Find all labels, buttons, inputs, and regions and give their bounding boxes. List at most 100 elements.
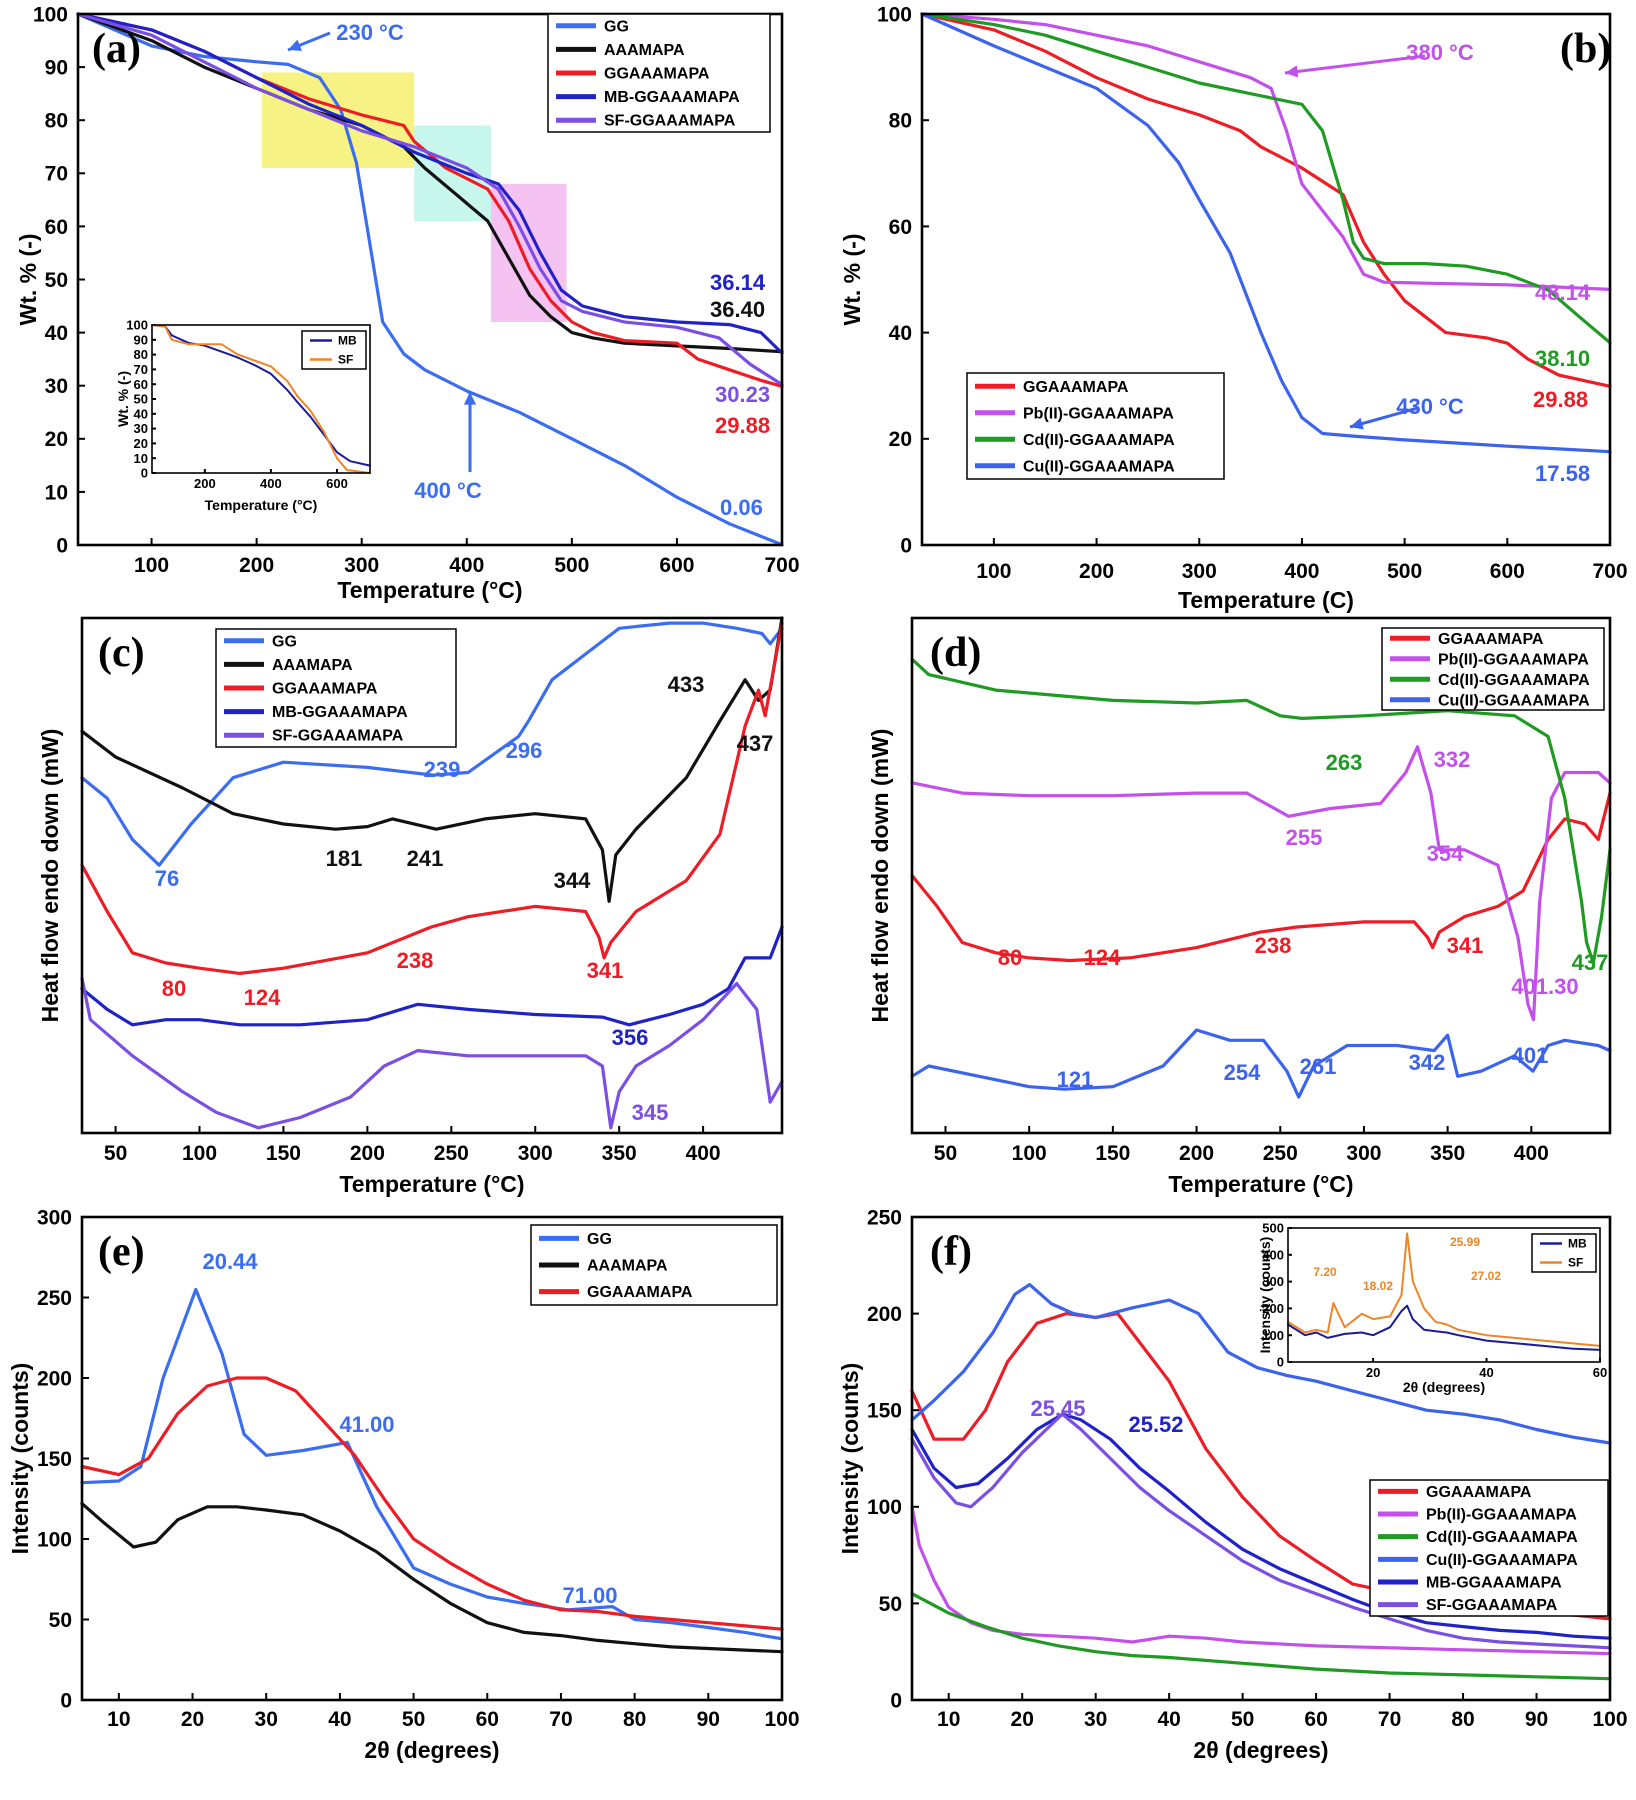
y-axis-title: Heat flow endo down (mW) (867, 729, 893, 1023)
y-axis-title: Intensity (counts) (7, 1363, 33, 1555)
x-tick-label: 100 (764, 1708, 799, 1731)
legend (301, 330, 367, 370)
series-line-gg (80, 1287, 784, 1641)
legend-label: GGAAAMAPA (604, 66, 710, 83)
y-tick-label: 200 (867, 1303, 902, 1326)
series-line-mb (1287, 1304, 1601, 1351)
inset-annotation-label: 25.99 (1450, 1235, 1480, 1249)
x-tick-label: 200 (194, 476, 216, 491)
y-axis-title: Heat flow endo down (mW) (37, 729, 63, 1023)
series-line-gg (80, 621, 784, 867)
y-tick-label: 100 (877, 3, 912, 26)
y-tick-label: 60 (134, 377, 148, 392)
x-tick-label: 500 (554, 554, 589, 577)
annotation-label: 0.06 (720, 495, 763, 520)
x-tick-label: 50 (104, 1142, 127, 1165)
panel-e: 10 20 30 40 50 60 70 80 90 100 0 50 100 150 200 250 300 2… (7, 1206, 800, 1763)
highlight-region (490, 183, 567, 322)
x-tick-label: 150 (266, 1142, 301, 1165)
plot-frame (80, 1215, 784, 1702)
legend (1369, 1479, 1609, 1617)
annotation-label: 38.10 (1535, 346, 1590, 371)
annotation-label: 25.45 (1030, 1396, 1085, 1421)
annotation-label: 332 (1434, 747, 1471, 772)
panel-d: 50 100 150 200 250 300 350 400 Temperature (°C) H… (867, 616, 1612, 1197)
inset-frame (1287, 1227, 1601, 1363)
x-axis-title: 2θ (degrees) (1193, 1737, 1328, 1763)
y-tick-label: 0 (900, 534, 912, 557)
x-tick-label: 100 (976, 560, 1011, 583)
panel-label: (e) (98, 1229, 145, 1275)
x-tick-label: 50 (402, 1708, 425, 1731)
annotation-label: 238 (1255, 933, 1292, 958)
legend-label: Cu(II)-GGAAAMAPA (1438, 692, 1590, 709)
legend-label: SF-GGAAAMAPA (272, 728, 404, 745)
series-line-sf-ggaaamapa (80, 976, 784, 1130)
series-line-mb-ggaaamapa (910, 1412, 1612, 1640)
annotation-label: 356 (612, 1025, 649, 1050)
x-tick-label: 30 (1084, 1708, 1107, 1731)
y-tick-label: 250 (37, 1287, 72, 1310)
annotation-arrowhead (463, 392, 477, 405)
y-tick-label: 0 (890, 1689, 902, 1712)
x-tick-label: 600 (1490, 560, 1525, 583)
y-tick-label: 200 (1262, 1301, 1284, 1316)
x-tick-label: 100 (1012, 1142, 1047, 1165)
x-axis-title: Temperature (°C) (339, 1171, 524, 1197)
panel-label: (f) (930, 1229, 972, 1275)
x-tick-label: 60 (1593, 1365, 1607, 1380)
y-tick-label: 40 (45, 322, 68, 345)
y-tick-label: 30 (45, 375, 68, 398)
annotation-label: 20.44 (202, 1249, 258, 1274)
x-tick-label: 700 (1592, 560, 1627, 583)
x-tick-label: 300 (1346, 1142, 1381, 1165)
x-tick-label: 350 (1430, 1142, 1465, 1165)
legend-label: Cd(II)-GGAAAMAPA (1438, 672, 1590, 689)
legend-label: Pb(II)-GGAAAMAPA (1438, 651, 1589, 668)
annotation-label: 437 (737, 731, 774, 756)
annotation-label: 437 (1572, 950, 1609, 975)
annotation-label: 255 (1286, 825, 1323, 850)
inset-annotation-label: 27.02 (1471, 1269, 1501, 1283)
series-line-pb-ii-ggaaamapa (920, 12, 1612, 291)
plot-frame (80, 616, 784, 1135)
y-tick-label: 100 (37, 1528, 72, 1551)
x-tick-label: 70 (1378, 1708, 1401, 1731)
x-tick-label: 250 (1263, 1142, 1298, 1165)
x-tick-label: 20 (1366, 1365, 1380, 1380)
y-tick-label: 100 (126, 318, 148, 333)
y-tick-label: 100 (1262, 1328, 1284, 1343)
y-tick-label: 150 (867, 1400, 902, 1423)
y-tick-label: 0 (56, 534, 68, 557)
series-line-cu-ii-ggaaamapa (920, 12, 1612, 454)
x-tick-label: 350 (602, 1142, 637, 1165)
y-axis-title: Wt. % (-) (115, 371, 131, 427)
series-line-pb-ii-ggaaamapa (910, 745, 1612, 1022)
x-tick-label: 100 (134, 554, 169, 577)
annotation-label: 344 (554, 868, 591, 893)
x-tick-label: 60 (476, 1708, 499, 1731)
legend-label: GG (272, 633, 297, 650)
annotation-label: 36.40 (710, 297, 765, 322)
annotation-arrow (1284, 54, 1426, 75)
y-tick-label: 300 (37, 1206, 72, 1229)
annotation-label: 261 (1300, 1054, 1337, 1079)
series-line-sf-ggaaamapa (910, 1412, 1612, 1650)
x-tick-label: 60 (1304, 1708, 1327, 1731)
plot-frame (920, 12, 1612, 547)
x-tick-label: 700 (764, 554, 799, 577)
inset-annotation-label: 18.02 (1363, 1279, 1393, 1293)
legend-label: AAAMAPA (587, 1258, 668, 1275)
inset-annotation-label: 7.20 (1313, 1265, 1337, 1279)
highlight-region (414, 125, 491, 222)
x-tick-label: 300 (1182, 560, 1217, 583)
inset-frame (151, 324, 371, 474)
y-tick-label: 100 (867, 1496, 902, 1519)
annotation-label: 17.58 (1535, 461, 1590, 486)
y-tick-label: 50 (134, 392, 148, 407)
annotation-label: 25.52 (1128, 1412, 1183, 1437)
y-axis-title: Intensity (counts) (1257, 1237, 1273, 1354)
annotation-label: 36.14 (710, 270, 766, 295)
